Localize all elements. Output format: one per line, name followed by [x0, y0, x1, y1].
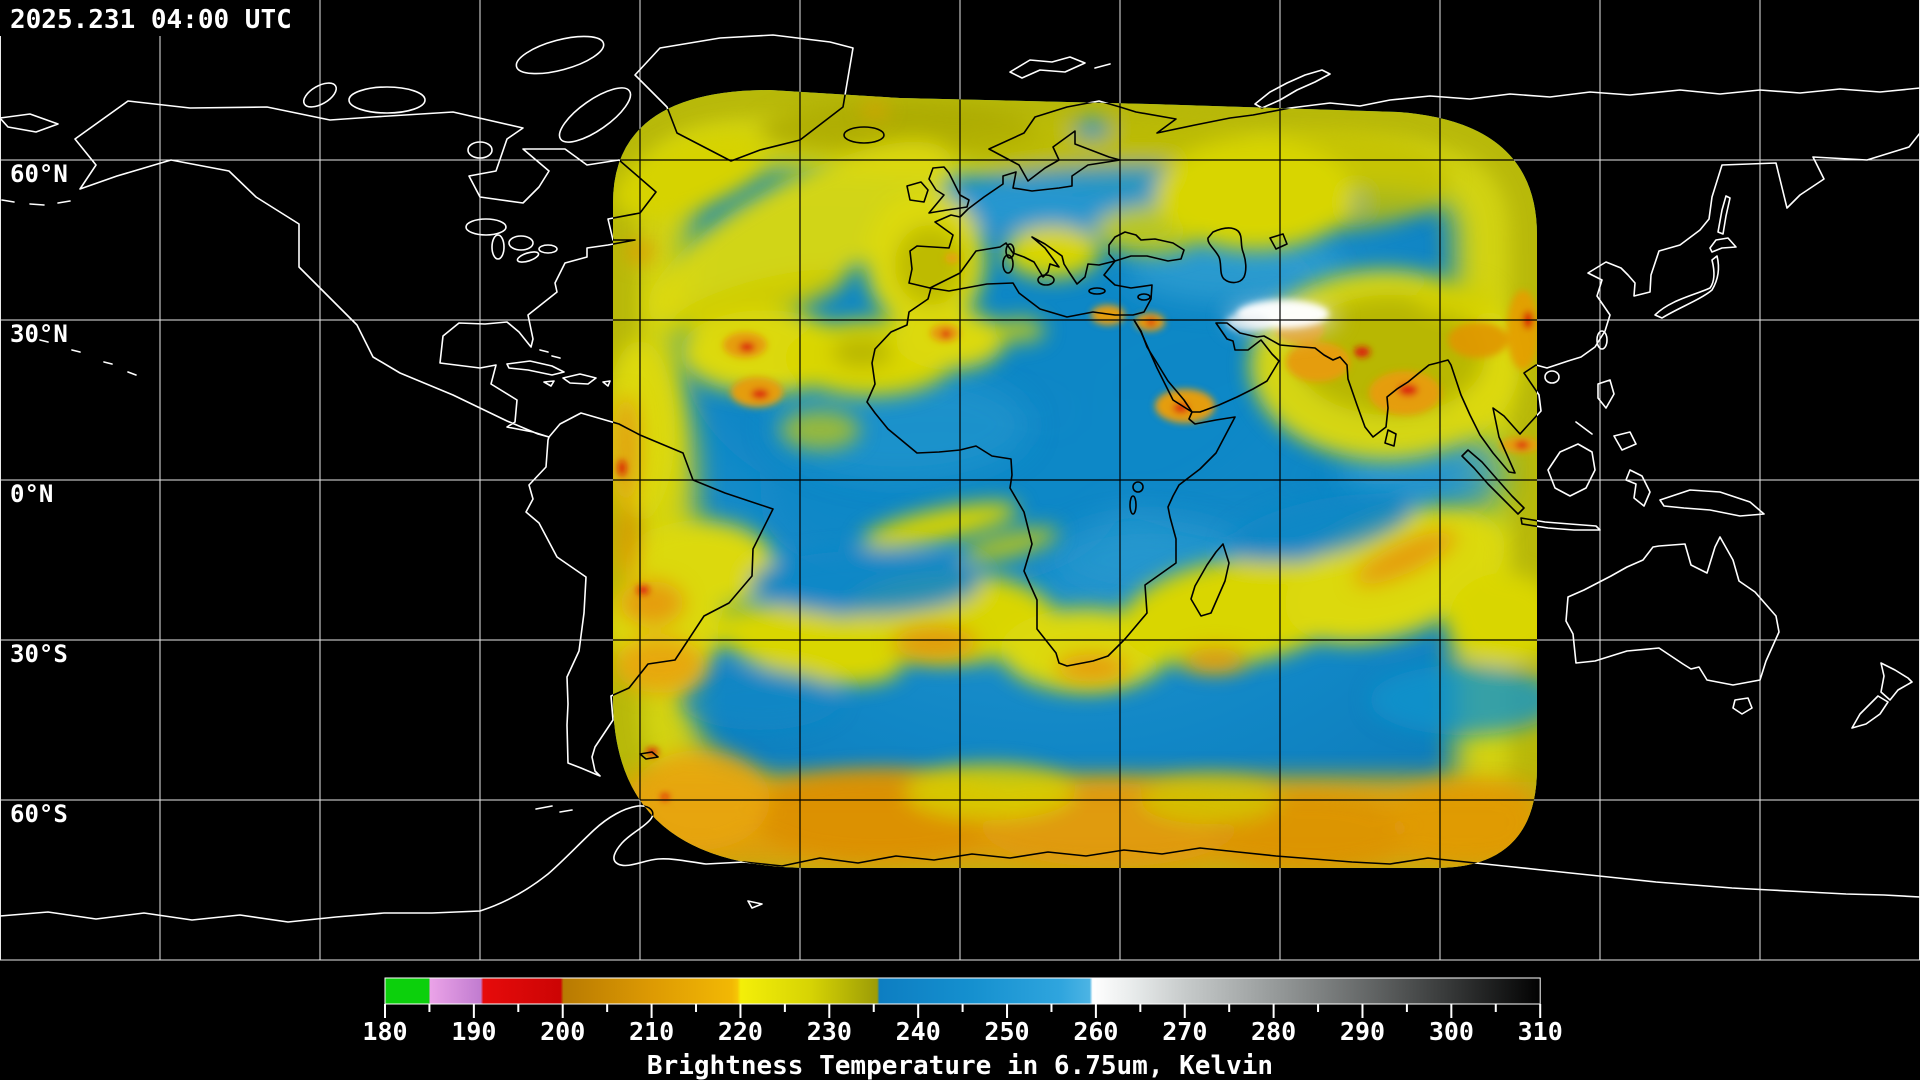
colorbar-tick-label: 240: [896, 1017, 941, 1046]
colorbar-tick-label: 260: [1073, 1017, 1118, 1046]
coastline-southern-islands: [535, 751, 763, 909]
colorbar-tick-label: 310: [1518, 1017, 1563, 1046]
coastline-africa: [866, 287, 1236, 667]
satellite-swath: [0, 0, 1920, 960]
colorbar: 180 190 200 210 220 230 240 250 260 270 …: [362, 977, 1563, 1080]
lat-label-30s: 30°S: [10, 640, 68, 668]
coastline-black-sea: [1108, 231, 1185, 262]
lat-label-30n: 30°N: [10, 320, 68, 348]
colorbar-tick-label: 180: [362, 1017, 407, 1046]
swath-southern-orange-band: [613, 104, 1537, 868]
colorbar-tick-label: 220: [718, 1017, 763, 1046]
coastline-caspian-aral: [1207, 227, 1288, 284]
lat-label-0n: 0°N: [10, 480, 53, 508]
colorbar-tick-label: 300: [1429, 1017, 1474, 1046]
coastline-great-lakes: [465, 218, 558, 263]
coastline-caribbean: [506, 349, 611, 387]
colorbar-tick-label: 280: [1251, 1017, 1296, 1046]
colorbar-caption: Brightness Temperature in 6.75um, Kelvin: [647, 1051, 1273, 1080]
coastline-australia: [1565, 536, 1780, 715]
swath-cloud-blobs: [613, 102, 1537, 735]
colorbar-tick-label: 230: [807, 1017, 852, 1046]
coastline-japan: [1654, 195, 1737, 319]
colorbar-gradient-bar: [384, 977, 1541, 1005]
colorbar-tick-label: 200: [540, 1017, 585, 1046]
colorbar-tick-label: 190: [451, 1017, 496, 1046]
coastline-pacific-islands: [0, 113, 137, 376]
coastline-south-america: [613, 412, 774, 777]
swath-warm-white-patch: [1225, 298, 1341, 338]
coastline-se-asia-islands: [1461, 449, 1537, 531]
coastline-uk-ireland: [906, 166, 970, 214]
lat-label-60n: 60°N: [10, 160, 68, 188]
colorbar-tick-label: 250: [984, 1017, 1029, 1046]
colorbar-tick-label: 270: [1162, 1017, 1207, 1046]
timestamp-backplate: [0, 0, 300, 36]
lat-label-60s: 60°S: [10, 800, 68, 828]
coastline-mediterranean: [929, 236, 1153, 318]
coastline-asia: [1133, 132, 1537, 474]
graticule-over-swath: [0, 0, 1920, 960]
coastline-mediterranean-islands: [1002, 243, 1151, 301]
coastline-north-america: [74, 100, 657, 438]
timestamp-label: 2025.231 04:00 UTC: [10, 5, 292, 35]
coastline-new-zealand: [1851, 662, 1913, 729]
coastline-african-lakes: [1129, 481, 1144, 515]
coastline-sri-lanka-madagascar: [1190, 429, 1397, 617]
colorbar-ticks: [384, 1004, 1542, 1018]
colorbar-tick-labels: 180 190 200 210 220 230 240 250 260 270 …: [362, 1017, 1562, 1046]
colorbar-tick-label: 290: [1340, 1017, 1385, 1046]
colorbar-tick-label: 210: [629, 1017, 674, 1046]
